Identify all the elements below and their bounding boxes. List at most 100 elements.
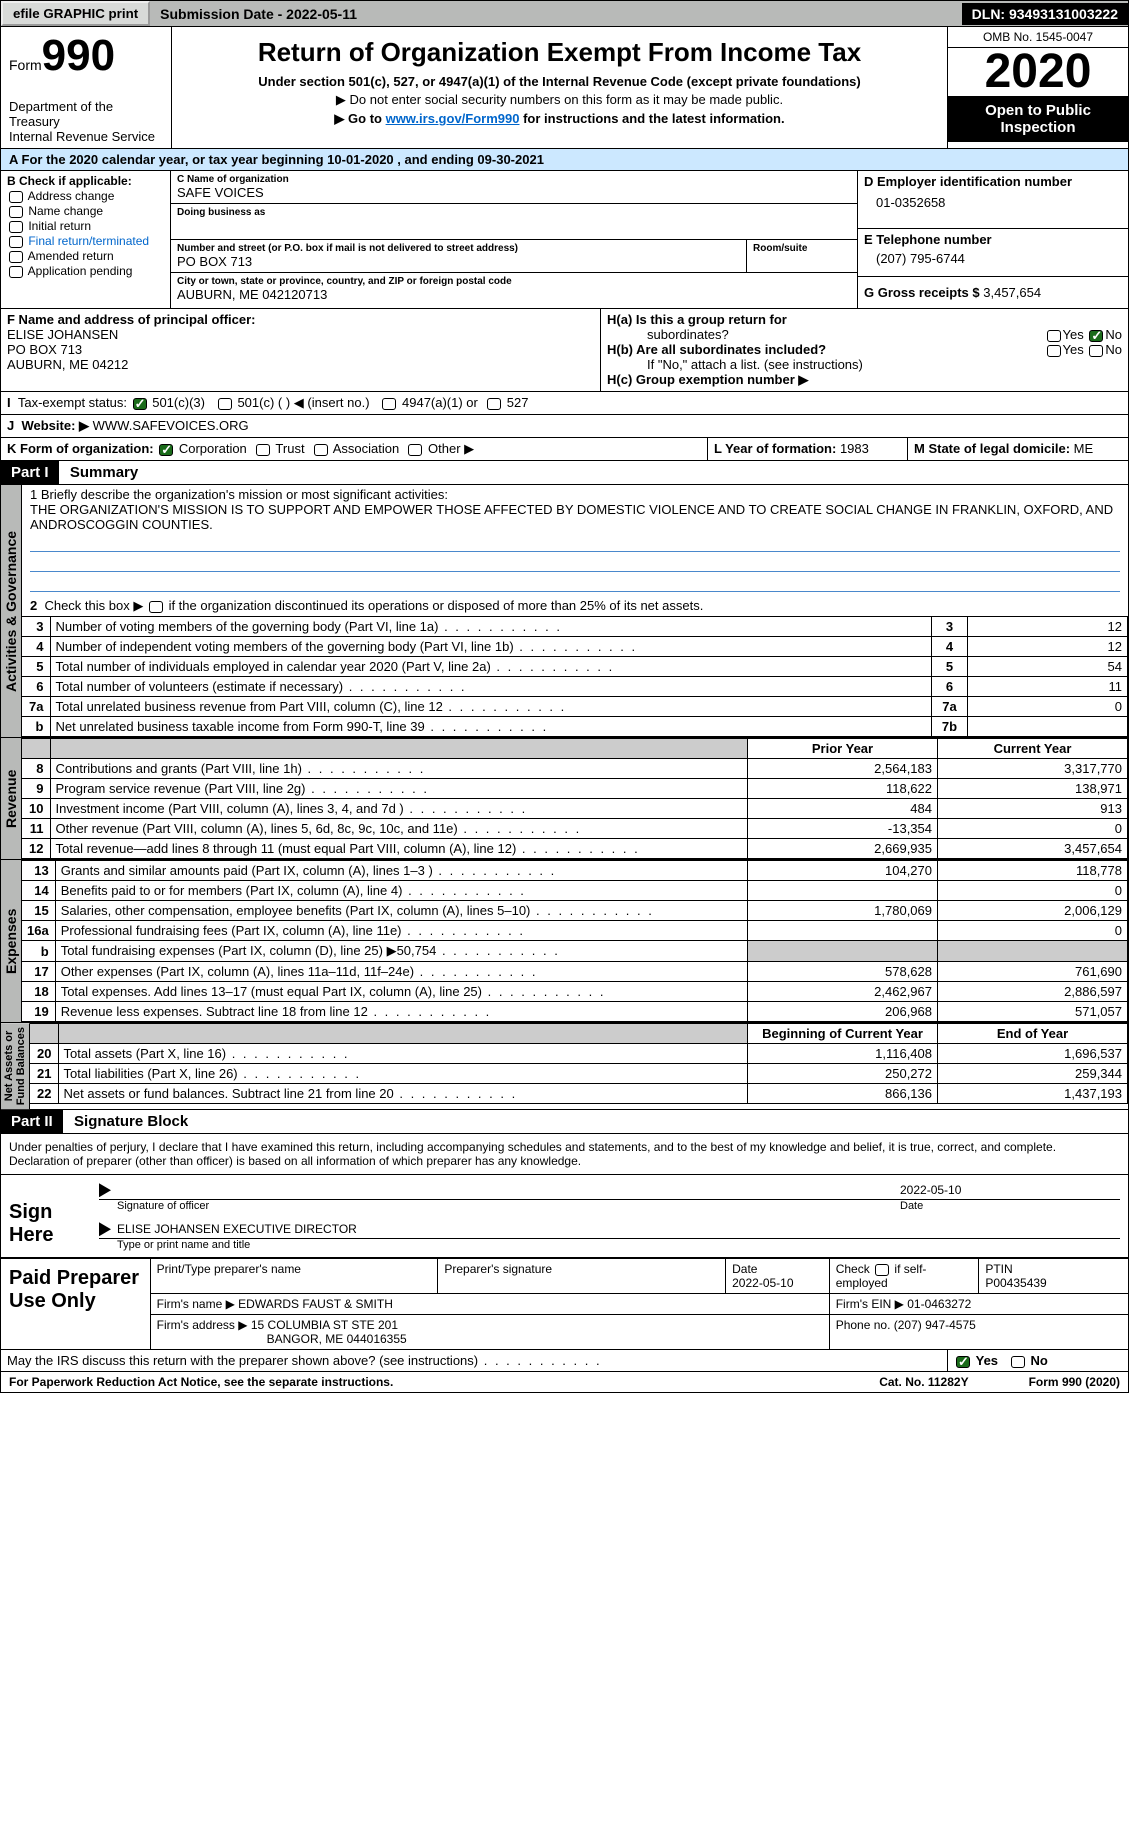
table-row: 21Total liabilities (Part X, line 26)250… bbox=[30, 1064, 1128, 1084]
form990-link[interactable]: www.irs.gov/Form990 bbox=[386, 111, 520, 126]
expenses-table: 13Grants and similar amounts paid (Part … bbox=[22, 860, 1128, 1022]
table-row: 22Net assets or fund balances. Subtract … bbox=[30, 1084, 1128, 1104]
org-name: SAFE VOICES bbox=[177, 185, 851, 200]
table-row: 4Number of independent voting members of… bbox=[22, 637, 1128, 657]
prep-date-label: Date bbox=[732, 1262, 757, 1276]
cb-initial-return[interactable]: Initial return bbox=[7, 219, 164, 233]
sig-date-label: Date bbox=[900, 1200, 1120, 1212]
prep-name-label: Print/Type preparer's name bbox=[150, 1259, 438, 1294]
city-label: City or town, state or province, country… bbox=[177, 276, 851, 287]
table-row: 3Number of voting members of the governi… bbox=[22, 617, 1128, 637]
cb-name-change[interactable]: Name change bbox=[7, 204, 164, 218]
cb-association[interactable] bbox=[314, 444, 328, 456]
preparer-left-label: Paid Preparer Use Only bbox=[1, 1259, 151, 1350]
mission-label: 1 Briefly describe the organization's mi… bbox=[30, 487, 1120, 502]
table-row: 5Total number of individuals employed in… bbox=[22, 657, 1128, 677]
discuss-question: May the IRS discuss this return with the… bbox=[7, 1353, 602, 1368]
ein-label: D Employer identification number bbox=[864, 174, 1122, 189]
firm-addr2: BANGOR, ME 044016355 bbox=[157, 1332, 407, 1346]
hb-row: H(b) Are all subordinates included? Yes … bbox=[607, 342, 1122, 357]
cb-501c[interactable] bbox=[218, 398, 232, 410]
ein-value: 01-0352658 bbox=[864, 189, 1122, 216]
website-label: Website: ▶ bbox=[21, 418, 89, 433]
ptin-label: PTIN bbox=[985, 1262, 1012, 1276]
table-row: 20Total assets (Part X, line 16)1,116,40… bbox=[30, 1044, 1128, 1064]
cb-application-pending[interactable]: Application pending bbox=[7, 264, 164, 278]
table-row: 7aTotal unrelated business revenue from … bbox=[22, 697, 1128, 717]
table-row: 15Salaries, other compensation, employee… bbox=[22, 901, 1128, 921]
website-value: WWW.SAFEVOICES.ORG bbox=[93, 418, 249, 433]
officer-typed-name: ELISE JOHANSEN EXECUTIVE DIRECTOR bbox=[117, 1222, 357, 1236]
hb-note: If "No," attach a list. (see instruction… bbox=[607, 357, 1122, 372]
firm-name: EDWARDS FAUST & SMITH bbox=[238, 1297, 393, 1311]
dln-badge: DLN: 93493131003222 bbox=[962, 3, 1128, 25]
firm-phone-label: Phone no. bbox=[836, 1318, 891, 1332]
form-number: Form990 bbox=[9, 31, 163, 81]
submission-date: Submission Date - 2022-05-11 bbox=[150, 3, 367, 25]
return-title: Return of Organization Exempt From Incom… bbox=[176, 37, 943, 68]
firm-ein-label: Firm's EIN ▶ bbox=[836, 1297, 904, 1311]
firm-addr1: 15 COLUMBIA ST STE 201 bbox=[251, 1318, 398, 1332]
vlabel-revenue: Revenue bbox=[1, 738, 22, 859]
prep-date: 2022-05-10 bbox=[732, 1276, 793, 1290]
room-label: Room/suite bbox=[753, 243, 851, 254]
cb-527[interactable] bbox=[487, 398, 501, 410]
officer-addr2: AUBURN, ME 04212 bbox=[7, 357, 594, 372]
sig-date: 2022-05-10 bbox=[900, 1183, 1120, 1197]
firm-ein: 01-0463272 bbox=[907, 1297, 971, 1311]
cb-discuss-yes[interactable] bbox=[956, 1356, 970, 1368]
phone-value: (207) 795-6744 bbox=[864, 247, 1122, 270]
table-row: bTotal fundraising expenses (Part IX, co… bbox=[22, 941, 1128, 962]
tax-status-label: Tax-exempt status: bbox=[18, 395, 127, 410]
part2-title: Signature Block bbox=[66, 1113, 188, 1130]
table-row: 8Contributions and grants (Part VIII, li… bbox=[22, 759, 1128, 779]
table-row: 10Investment income (Part VIII, column (… bbox=[22, 799, 1128, 819]
table-row: 16aProfessional fundraising fees (Part I… bbox=[22, 921, 1128, 941]
cb-address-change[interactable]: Address change bbox=[7, 189, 164, 203]
gross-receipts-label: G Gross receipts $ bbox=[864, 285, 980, 300]
top-toolbar: efile GRAPHIC print Submission Date - 20… bbox=[0, 0, 1129, 27]
cb-discuss-no[interactable] bbox=[1011, 1356, 1025, 1368]
public-inspection-badge: Open to Public Inspection bbox=[948, 96, 1128, 142]
efile-print-button[interactable]: efile GRAPHIC print bbox=[1, 1, 150, 26]
table-row: 6Total number of volunteers (estimate if… bbox=[22, 677, 1128, 697]
table-row: 11Other revenue (Part VIII, column (A), … bbox=[22, 819, 1128, 839]
revenue-table: Prior YearCurrent Year8Contributions and… bbox=[22, 738, 1128, 859]
vlabel-netassets: Net Assets or Fund Balances bbox=[1, 1023, 30, 1109]
subtitle: Under section 501(c), 527, or 4947(a)(1)… bbox=[176, 74, 943, 89]
cb-trust[interactable] bbox=[256, 444, 270, 456]
officer-label: F Name and address of principal officer: bbox=[7, 312, 256, 327]
vlabel-governance: Activities & Governance bbox=[1, 485, 22, 737]
netassets-table: Beginning of Current YearEnd of Year20To… bbox=[30, 1023, 1128, 1104]
cb-discontinued[interactable] bbox=[149, 601, 163, 613]
addr-label: Number and street (or P.O. box if mail i… bbox=[177, 243, 740, 254]
officer-addr1: PO BOX 713 bbox=[7, 342, 594, 357]
form-header: Form990 Department of the Treasury Inter… bbox=[0, 27, 1129, 149]
goto-suffix: for instructions and the latest informat… bbox=[519, 111, 784, 126]
table-row: 19Revenue less expenses. Subtract line 1… bbox=[22, 1002, 1128, 1022]
goto-line: ▶ Go to www.irs.gov/Form990 for instruct… bbox=[176, 111, 943, 127]
section-b-checkboxes: B Check if applicable: Address change Na… bbox=[1, 171, 171, 308]
org-street: PO BOX 713 bbox=[177, 254, 740, 269]
part1-badge: Part I bbox=[1, 461, 59, 484]
cb-4947[interactable] bbox=[382, 398, 396, 410]
form-org-label: K Form of organization: bbox=[7, 441, 154, 456]
tax-period-text: For the 2020 calendar year, or tax year … bbox=[22, 152, 544, 167]
cb-corporation[interactable] bbox=[159, 444, 173, 456]
table-row: 13Grants and similar amounts paid (Part … bbox=[22, 861, 1128, 881]
cb-other[interactable] bbox=[408, 444, 422, 456]
gross-receipts-value: 3,457,654 bbox=[983, 285, 1041, 300]
prep-sig-label: Preparer's signature bbox=[438, 1259, 726, 1294]
blank-line bbox=[30, 554, 1120, 572]
sig-officer-label: Signature of officer bbox=[99, 1200, 900, 1212]
arrow-icon bbox=[99, 1183, 111, 1197]
cb-501c3[interactable] bbox=[133, 398, 147, 410]
form-990-number: 990 bbox=[42, 31, 115, 80]
cb-final-return[interactable]: Final return/terminated bbox=[7, 234, 164, 248]
page-footer: For Paperwork Reduction Act Notice, see … bbox=[0, 1372, 1129, 1393]
firm-name-label: Firm's name ▶ bbox=[157, 1297, 235, 1311]
penalties-text: Under penalties of perjury, I declare th… bbox=[0, 1134, 1129, 1175]
mission-text: THE ORGANIZATION'S MISSION IS TO SUPPORT… bbox=[30, 502, 1120, 532]
governance-table: 3Number of voting members of the governi… bbox=[22, 616, 1128, 737]
cb-amended[interactable]: Amended return bbox=[7, 249, 164, 263]
